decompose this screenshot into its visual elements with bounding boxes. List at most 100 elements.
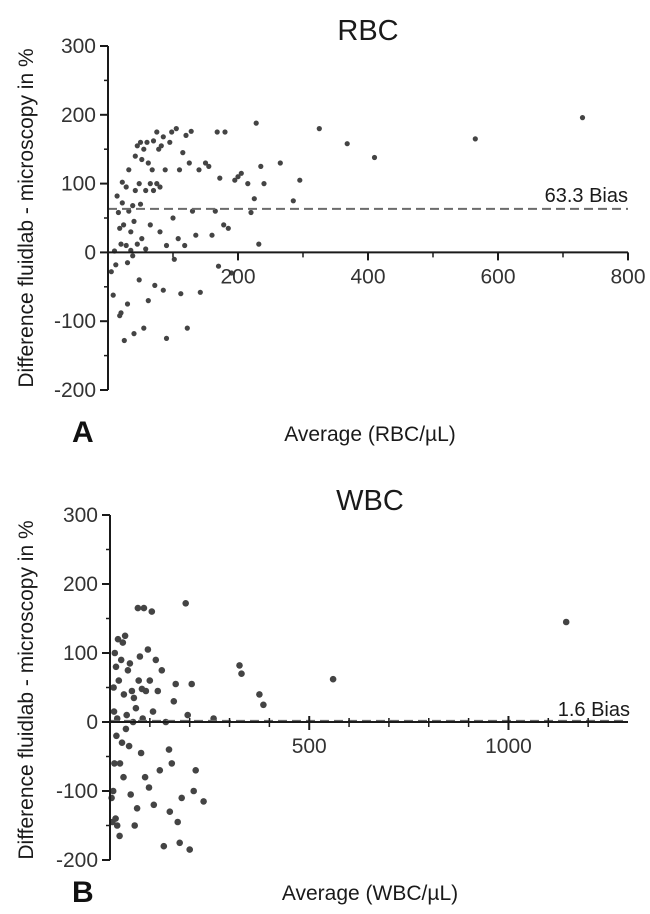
data-point [152, 656, 160, 664]
data-point [113, 262, 119, 268]
bias-label-wbc: 1.6 Bias [558, 699, 630, 721]
data-point [110, 684, 117, 691]
data-point [209, 232, 215, 238]
data-point [150, 187, 157, 194]
data-point [149, 708, 157, 715]
data-point [193, 232, 199, 238]
data-point [136, 653, 144, 660]
data-point [260, 701, 267, 709]
data-point [136, 277, 142, 283]
data-point [170, 215, 176, 221]
x-axis-title-rbc: Average (RBC/µL) [284, 423, 456, 446]
data-point [119, 200, 125, 206]
data-point [163, 242, 170, 249]
data-point [127, 791, 134, 798]
data-point [122, 725, 130, 733]
data-point [126, 167, 132, 173]
y-tick-label: 200 [63, 573, 98, 596]
data-point [150, 801, 158, 809]
data-point [182, 600, 189, 607]
data-point [166, 808, 174, 815]
data-point [176, 167, 183, 173]
x-tick-label: 1000 [485, 735, 532, 758]
data-point [196, 167, 202, 173]
data-point [154, 687, 162, 695]
data-point [119, 179, 125, 185]
data-point [140, 604, 148, 612]
x-axis-title-wbc: Average (WBC/µL) [282, 882, 458, 905]
data-point [128, 229, 134, 235]
data-point [258, 163, 264, 169]
data-point [137, 201, 144, 207]
data-point [117, 225, 123, 231]
y-tick-label: 300 [63, 504, 98, 527]
data-point [178, 291, 184, 297]
data-point [316, 126, 322, 132]
data-point [145, 160, 151, 166]
data-point [123, 242, 129, 249]
data-point [256, 241, 262, 247]
data-point [197, 289, 203, 295]
data-point [133, 805, 141, 812]
data-point [142, 687, 150, 695]
y-tick-label: 0 [86, 711, 98, 734]
data-point [256, 691, 263, 698]
data-point [123, 711, 130, 719]
data-point [184, 711, 191, 719]
data-point [158, 667, 166, 674]
data-points-wbc [108, 600, 570, 853]
data-point [215, 263, 222, 269]
data-point [132, 153, 138, 159]
data-point [290, 198, 296, 204]
data-point [214, 129, 220, 135]
data-point [112, 815, 119, 822]
data-point [147, 181, 153, 187]
data-point [277, 160, 283, 166]
chart-title-rbc: RBC [337, 15, 398, 47]
x-tick-label: 500 [292, 735, 327, 758]
data-point [217, 175, 223, 181]
data-point [144, 646, 152, 653]
data-point [186, 160, 192, 166]
data-point [109, 787, 117, 795]
data-point [114, 193, 120, 199]
data-point [115, 677, 123, 684]
data-point [160, 842, 168, 850]
data-point [202, 160, 209, 166]
data-point [178, 794, 185, 802]
data-point [116, 832, 123, 840]
data-point [472, 136, 478, 142]
data-point [188, 680, 195, 688]
data-point [188, 128, 194, 134]
data-point [148, 608, 156, 615]
data-point [160, 287, 166, 293]
data-point [131, 822, 138, 829]
data-point [184, 325, 190, 331]
data-point [253, 120, 259, 126]
data-point [118, 241, 124, 247]
x-tick-label: 200 [220, 265, 255, 288]
data-point [135, 677, 142, 684]
data-point [171, 256, 177, 262]
data-point [128, 687, 136, 695]
data-point [114, 635, 122, 643]
data-point [124, 260, 131, 266]
data-point [371, 154, 378, 161]
data-point [118, 739, 126, 746]
data-point [160, 134, 166, 140]
data-point [126, 660, 134, 667]
data-point [206, 163, 212, 169]
data-point [108, 269, 114, 275]
data-point [117, 656, 125, 664]
data-point [149, 167, 155, 173]
data-point [200, 798, 207, 805]
y-tick-label: -100 [54, 310, 96, 333]
data-point [150, 138, 157, 144]
data-point [173, 126, 179, 132]
panel-letter-b: B [72, 876, 94, 909]
y-tick-label: -200 [54, 379, 96, 402]
y-tick-label: -100 [56, 780, 98, 803]
data-point [248, 209, 254, 216]
data-point [115, 209, 121, 216]
